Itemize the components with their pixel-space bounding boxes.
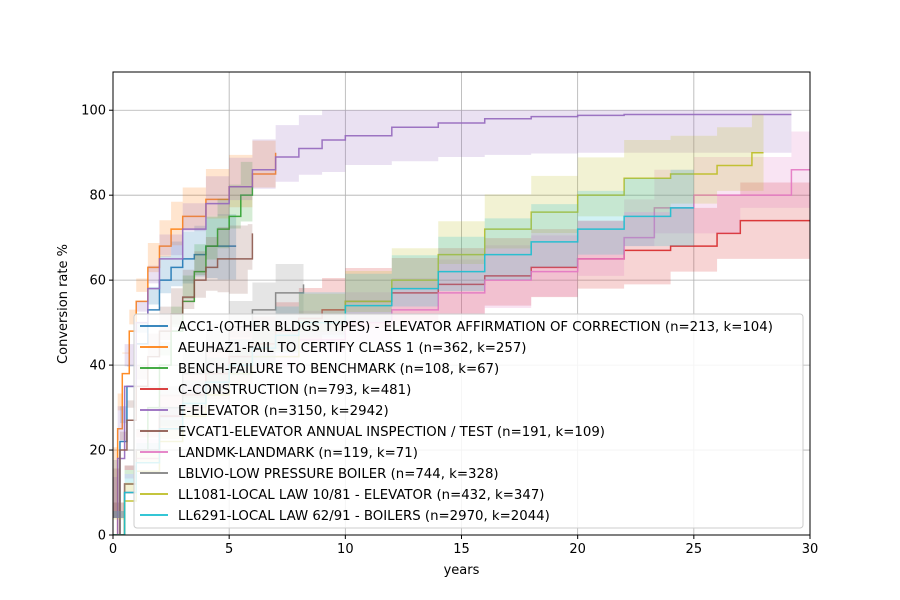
x-tick-label: 10 xyxy=(337,542,354,557)
plot-area: 0 5 10 15 20 25 30 0 20 40 60 80 100 ACC1-(OTHER BLDG… xyxy=(81,71,819,557)
y-axis-label: Conversion rate % xyxy=(56,244,71,364)
series-3-confidence-band xyxy=(113,182,810,535)
x-tick-label: 15 xyxy=(453,542,470,557)
series-8-confidence-band xyxy=(113,114,764,535)
legend-entry-label: AEUHAZ1-FAIL TO CERTIFY CLASS 1 (n=362, … xyxy=(178,341,526,356)
x-tick-label: 25 xyxy=(686,542,703,557)
x-axis-label: years xyxy=(444,563,480,578)
legend-entry-label: EVCAT1-ELEVATOR ANNUAL INSPECTION / TEST… xyxy=(178,425,605,440)
y-tick-label: 40 xyxy=(89,359,106,374)
y-tick-label: 0 xyxy=(98,529,106,544)
series-7-confidence-band xyxy=(113,254,304,535)
y-tick-label: 100 xyxy=(81,104,106,119)
legend-entry-label: LBLVIO-LOW PRESSURE BOILER (n=744, k=328… xyxy=(178,467,499,482)
series-2-confidence-band xyxy=(113,151,253,535)
y-tick-label: 20 xyxy=(89,444,106,459)
series-5-confidence-band xyxy=(113,197,253,535)
x-tick-label: 5 xyxy=(225,542,233,557)
x-tick-label: 30 xyxy=(802,542,819,557)
legend-box xyxy=(133,313,804,529)
series-1-confidence-band xyxy=(113,117,276,535)
series-9-confidence-band xyxy=(113,169,694,535)
y-tick-label: 80 xyxy=(89,189,106,204)
legend: ACC1-(OTHER BLDGS TYPES) - ELEVATOR AFFI… xyxy=(133,313,804,529)
series-4-confidence-band xyxy=(113,110,792,535)
legend-entry-label: C-CONSTRUCTION (n=793, k=481) xyxy=(178,383,411,398)
series-6-confidence-band xyxy=(113,131,810,535)
legend-entry-label: LL6291-LOCAL LAW 62/91 - BOILERS (n=2970… xyxy=(178,509,550,524)
series-group xyxy=(113,110,810,535)
legend-entry-label: ACC1-(OTHER BLDGS TYPES) - ELEVATOR AFFI… xyxy=(178,320,773,335)
x-tick-label: 20 xyxy=(569,542,586,557)
legend-entry-label: E-ELEVATOR (n=3150, k=2942) xyxy=(178,404,389,419)
legend-entry-label: BENCH-FAILURE TO BENCHMARK (n=108, k=67) xyxy=(178,362,499,377)
legend-entry-label: LANDMK-LANDMARK (n=119, k=71) xyxy=(178,446,418,461)
legend-entry-label: LL1081-LOCAL LAW 10/81 - ELEVATOR (n=432… xyxy=(178,488,544,503)
x-tick-label: 0 xyxy=(109,542,117,557)
y-tick-label: 60 xyxy=(89,274,106,289)
series-0-confidence-band xyxy=(113,212,237,535)
